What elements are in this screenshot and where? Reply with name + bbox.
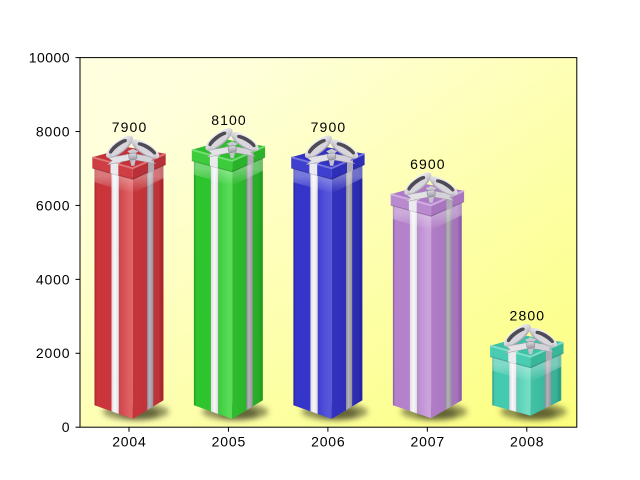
- svg-text:7900: 7900: [112, 119, 147, 135]
- svg-text:6000: 6000: [36, 197, 70, 213]
- svg-text:2007: 2007: [411, 433, 445, 449]
- svg-text:2005: 2005: [212, 433, 246, 449]
- svg-text:8100: 8100: [211, 112, 246, 128]
- svg-text:2006: 2006: [311, 433, 345, 449]
- svg-text:2004: 2004: [112, 433, 146, 449]
- svg-text:2800: 2800: [510, 308, 545, 324]
- svg-text:0: 0: [62, 419, 70, 435]
- svg-text:8000: 8000: [36, 123, 70, 139]
- svg-text:10000: 10000: [29, 50, 70, 66]
- svg-text:2008: 2008: [510, 433, 544, 449]
- svg-text:7900: 7900: [311, 119, 346, 135]
- svg-text:4000: 4000: [36, 271, 70, 287]
- svg-text:6900: 6900: [410, 156, 445, 172]
- svg-text:2000: 2000: [36, 345, 70, 361]
